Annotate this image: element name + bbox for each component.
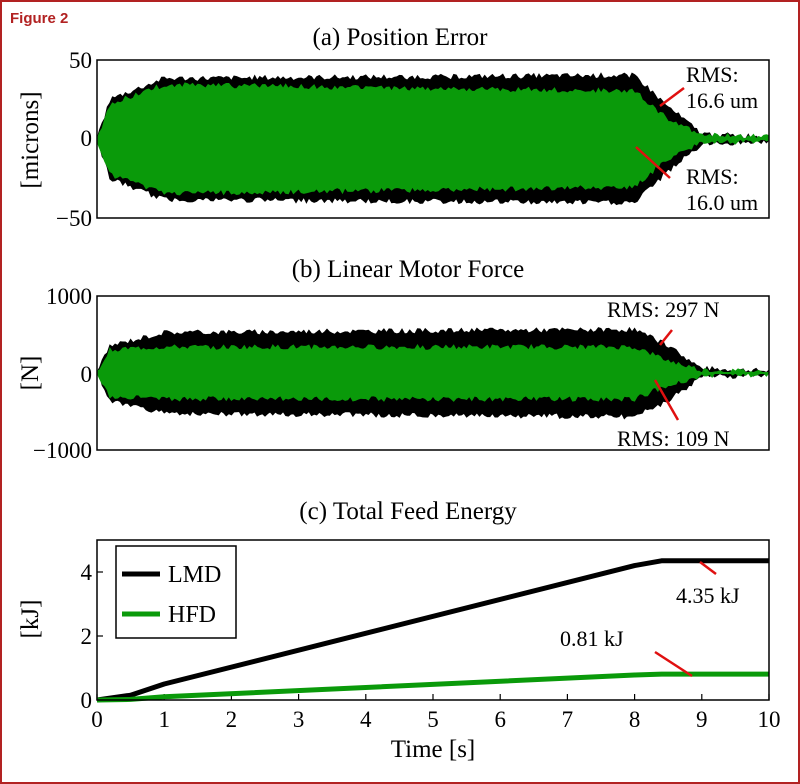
panel-a-annotation-upper-line2: 16.6 um	[686, 88, 758, 113]
panel-a: (a) Position Error [microns] 50 0 −50 RM…	[17, 24, 770, 231]
panel-c-pointer-lmd	[699, 561, 717, 575]
panel-c-ytick-label: 4	[81, 560, 93, 585]
panel-a-annotation-lower-line1: RMS:	[686, 164, 739, 189]
panel-b-ylabel: [N]	[17, 356, 44, 391]
panel-c-xlabel: Time [s]	[391, 736, 476, 763]
panel-a-ylabel: [microns]	[17, 91, 44, 188]
legend-box	[115, 545, 237, 639]
panel-b-ytick-mid: 0	[81, 362, 93, 387]
panel-b-ytick-top: 1000	[46, 284, 92, 309]
panel-b-title: (b) Linear Motor Force	[292, 256, 525, 283]
panel-c-xtick-label: 5	[427, 707, 439, 732]
panel-c-annotation-hfd: 0.81 kJ	[560, 626, 624, 651]
panel-c-xtick-label: 9	[696, 707, 708, 732]
panel-c-xtick-label: 8	[629, 707, 641, 732]
panel-c-xtick-label: 6	[494, 707, 506, 732]
panel-c-ytick-label: 2	[81, 624, 93, 649]
panel-c-title: (c) Total Feed Energy	[299, 498, 517, 525]
figure-label: Figure 2	[10, 10, 69, 27]
legend-label-hfd: HFD	[168, 602, 216, 628]
panel-a-pointer-upper	[659, 87, 685, 107]
panel-a-title: (a) Position Error	[313, 24, 489, 51]
panel-a-annotation-upper-line1: RMS:	[686, 62, 739, 87]
panel-c-annotation-lmd: 4.35 kJ	[676, 583, 740, 608]
panel-c-axes-box	[96, 539, 770, 701]
panel-b-axes-box	[96, 295, 770, 451]
panel-c-xtick-label: 7	[562, 707, 574, 732]
panel-c: (c) Total Feed Energy [kJ] 0 2 4 0 1 2 3 4 5 6 7 8…	[17, 498, 781, 763]
panel-c-yticks: 0 2 4	[81, 560, 103, 713]
panel-a-annotation-lower-line2: 16.0 um	[686, 190, 758, 215]
panel-c-ytick-label: 0	[81, 688, 93, 713]
panel-b-annotation-upper: RMS: 297 N	[607, 297, 720, 322]
panel-c-pointer-hfd	[654, 650, 693, 678]
panel-a-axes-box	[96, 59, 770, 219]
panel-c-xticks: 0 1 2 3 4 5 6 7 8 9 10	[91, 694, 781, 732]
legend-label-lmd: LMD	[168, 562, 221, 588]
panel-c-xtick-label: 10	[758, 707, 781, 732]
panel-b: (b) Linear Motor Force [N] 1000 0 −1000 …	[17, 256, 771, 463]
panel-c-ylabel: [kJ]	[17, 600, 44, 639]
panel-a-pointer-lower	[635, 146, 671, 179]
legend: LMD HFD	[115, 545, 237, 639]
panel-a-ytick-bottom: −50	[56, 206, 92, 231]
panel-c-xtick-label: 3	[293, 707, 305, 732]
panel-a-annotation-upper: RMS: 16.6 um	[686, 62, 758, 113]
panel-c-xtick-label: 4	[360, 707, 372, 732]
panel-c-xtick-label: 1	[158, 707, 170, 732]
panel-c-xtick-label: 0	[91, 707, 103, 732]
panel-a-annotation-lower: RMS: 16.0 um	[686, 164, 758, 215]
panel-b-ytick-bottom: −1000	[33, 438, 92, 463]
panel-a-ytick-mid: 0	[81, 126, 93, 151]
panel-b-plot	[96, 326, 771, 420]
panel-b-pointer-lower	[653, 379, 680, 421]
panel-c-series-lmd	[96, 558, 769, 703]
panel-a-ytick-top: 50	[69, 48, 92, 73]
panel-b-annotation-lower: RMS: 109 N	[617, 426, 730, 451]
panel-c-xtick-label: 2	[226, 707, 238, 732]
panel-b-pointer-upper	[659, 329, 673, 346]
panel-a-plot	[96, 72, 770, 206]
